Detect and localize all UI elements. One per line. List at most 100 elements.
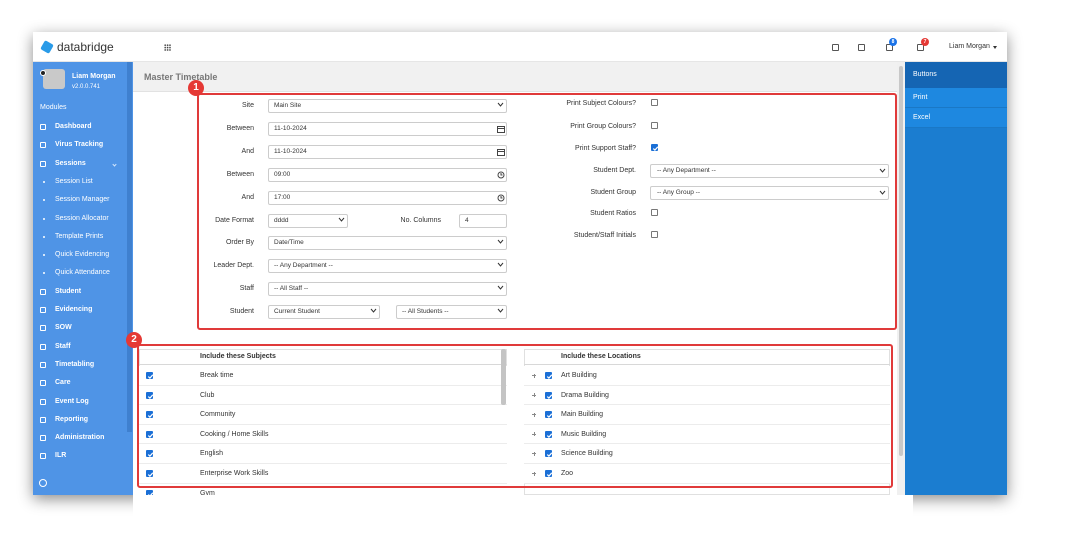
submenu-item[interactable]: Quick Evidencing xyxy=(55,251,110,259)
field-value: Current Student xyxy=(274,308,320,315)
select-box[interactable] xyxy=(268,305,380,319)
menu-item[interactable]: Student xyxy=(55,287,82,295)
sub-bullet xyxy=(43,272,45,275)
list-item: Art Building xyxy=(561,372,597,379)
select-box[interactable] xyxy=(650,164,889,178)
action-label[interactable]: Excel xyxy=(913,114,931,121)
menu-item[interactable]: Evidencing xyxy=(55,306,93,313)
list-item: Break time xyxy=(200,372,234,379)
field-icon xyxy=(497,194,505,202)
checkbox[interactable] xyxy=(146,470,154,477)
expand-v xyxy=(533,393,535,398)
text-input[interactable] xyxy=(268,168,507,182)
field-value: 11-10-2024 xyxy=(274,148,307,155)
menu-item[interactable]: Staff xyxy=(55,342,71,350)
menu-icon xyxy=(40,325,46,332)
checkbox[interactable] xyxy=(651,209,658,216)
toolbar-icon[interactable] xyxy=(832,44,839,51)
power-icon[interactable] xyxy=(39,479,47,487)
field-label: Order By xyxy=(225,239,254,246)
select-box[interactable] xyxy=(650,186,889,200)
field-label: Student Ratios xyxy=(590,210,636,217)
expand-v xyxy=(533,373,535,378)
select-box[interactable] xyxy=(396,305,507,319)
submenu-item[interactable]: Session Manager xyxy=(55,196,110,204)
select-box[interactable] xyxy=(268,99,507,113)
menu-icon xyxy=(40,416,46,423)
list-row xyxy=(139,424,507,445)
checkbox[interactable] xyxy=(545,430,553,438)
check-mark xyxy=(546,413,553,419)
list-item: English xyxy=(200,450,223,458)
checkbox[interactable] xyxy=(146,391,154,399)
menu-item[interactable]: SOW xyxy=(55,324,72,332)
check-mark xyxy=(147,472,154,477)
action-button[interactable] xyxy=(905,88,1007,108)
apps-icon[interactable] xyxy=(164,44,171,51)
checkbox[interactable] xyxy=(651,144,659,151)
text-input[interactable] xyxy=(459,214,507,228)
toolbar-icon[interactable] xyxy=(858,44,865,51)
list-row xyxy=(524,464,890,484)
list-item: Music Building xyxy=(561,430,607,438)
select-box[interactable] xyxy=(268,282,507,296)
field-value: -- Any Group -- xyxy=(657,189,700,196)
menu-item[interactable]: Sessions xyxy=(55,159,86,167)
menu-item[interactable]: Event Log xyxy=(55,397,89,405)
field-icon xyxy=(497,125,505,133)
field-icon xyxy=(497,148,505,156)
field-icon xyxy=(497,171,505,179)
user-menu[interactable]: Liam Morgan xyxy=(949,43,990,50)
action-label[interactable]: Print xyxy=(913,94,928,101)
submenu-item[interactable]: Session List xyxy=(55,177,93,185)
list-row xyxy=(524,385,890,406)
text-input[interactable] xyxy=(268,122,507,136)
checkbox[interactable] xyxy=(146,430,154,438)
checkbox[interactable] xyxy=(545,450,553,458)
menu-item[interactable]: Timetabling xyxy=(55,360,95,368)
list-item: Zoo xyxy=(561,470,574,477)
checkbox[interactable] xyxy=(651,231,658,238)
clock-icon xyxy=(497,194,505,202)
field-label: Site xyxy=(241,102,254,109)
select-box[interactable] xyxy=(268,236,507,250)
action-button[interactable] xyxy=(905,108,1007,128)
calendar-icon xyxy=(497,126,505,133)
checkbox[interactable] xyxy=(146,450,154,458)
badge: 7 xyxy=(921,38,929,46)
expand-v xyxy=(533,412,535,417)
callout-box xyxy=(197,93,897,330)
checkbox[interactable] xyxy=(545,391,553,399)
select-box[interactable] xyxy=(268,214,348,228)
submenu-item[interactable]: Quick Attendance xyxy=(55,269,110,277)
checkbox[interactable] xyxy=(146,372,154,379)
menu-item[interactable]: Dashboard xyxy=(55,123,92,130)
submenu-item[interactable]: Template Prints xyxy=(55,232,104,240)
menu-item[interactable]: Administration xyxy=(55,434,105,442)
list-row xyxy=(139,366,507,386)
menu-item[interactable]: Reporting xyxy=(55,415,89,423)
check-mark xyxy=(147,393,154,399)
toolbar-icon[interactable] xyxy=(917,44,924,51)
field-label: Student Dept. xyxy=(593,167,636,174)
checkbox[interactable] xyxy=(545,470,553,477)
text-input[interactable] xyxy=(268,145,507,159)
menu-item[interactable]: ILR xyxy=(55,452,67,460)
checkbox[interactable] xyxy=(651,99,658,106)
checkbox[interactable] xyxy=(651,122,658,129)
checkbox[interactable] xyxy=(146,411,154,419)
checkbox[interactable] xyxy=(545,411,553,419)
select-box[interactable] xyxy=(268,259,507,273)
list-header-rule xyxy=(524,364,890,365)
menu-item[interactable]: Virus Tracking xyxy=(55,141,104,149)
field-value: -- All Staff -- xyxy=(274,285,309,292)
field-label: Date Format xyxy=(215,217,254,224)
list-row xyxy=(139,385,507,406)
menu-item[interactable]: Care xyxy=(55,379,71,387)
list-row xyxy=(139,464,507,484)
text-input[interactable] xyxy=(268,191,507,205)
submenu-item[interactable]: Session Allocator xyxy=(55,214,109,222)
checkbox[interactable] xyxy=(545,372,553,379)
sub-bullet xyxy=(43,180,45,183)
sub-bullet xyxy=(43,254,45,257)
